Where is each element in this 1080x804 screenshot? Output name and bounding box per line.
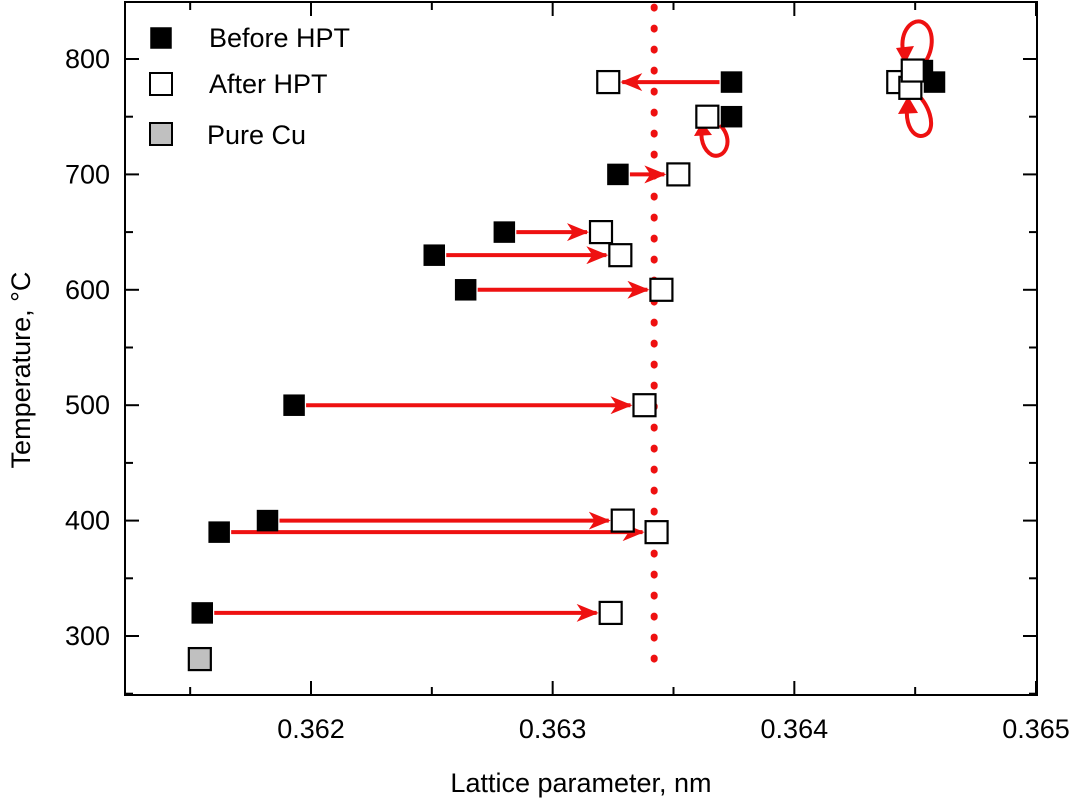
legend-marker-pure bbox=[149, 122, 173, 146]
legend-label-pure: Pure Cu bbox=[207, 120, 306, 150]
point-before-hpt bbox=[493, 221, 516, 243]
point-after-hpt bbox=[666, 162, 691, 187]
curved-arrow-upper bbox=[900, 19, 934, 64]
point-before-hpt bbox=[283, 394, 305, 416]
point-before-hpt bbox=[454, 279, 477, 301]
y-tick-label: 500 bbox=[65, 390, 110, 420]
y-tick-label: 300 bbox=[65, 621, 110, 651]
curved-arrow-upper-head bbox=[896, 46, 914, 64]
y-axis: 300 400 500 600 700 800 bbox=[65, 44, 1037, 695]
y-axis-label: Temperature, °C bbox=[6, 272, 36, 469]
arrow-layer bbox=[214, 73, 720, 622]
point-pure-cu bbox=[187, 646, 212, 672]
y-tick-label: 800 bbox=[65, 44, 110, 74]
point-after-hpt bbox=[608, 243, 633, 268]
x-axis: 0.362 0.363 0.364 0.365 bbox=[189, 2, 1070, 744]
point-before-hpt bbox=[191, 602, 213, 624]
marker-layer bbox=[187, 58, 946, 672]
point-after-hpt bbox=[596, 69, 621, 95]
point-after-hpt bbox=[598, 600, 623, 626]
x-tick-label: 0.363 bbox=[519, 714, 587, 744]
point-after-hpt bbox=[649, 277, 674, 302]
y-tick-label: 700 bbox=[65, 159, 110, 189]
legend-marker-after bbox=[149, 72, 173, 96]
plot-frame bbox=[124, 1, 1038, 696]
curved-arrow-750 bbox=[699, 123, 730, 158]
y-tick-label: 600 bbox=[65, 275, 110, 305]
x-tick-label: 0.362 bbox=[277, 714, 345, 744]
point-before-hpt bbox=[923, 71, 946, 93]
curved-arrow-lower bbox=[904, 90, 934, 138]
legend-label-after: After HPT bbox=[209, 69, 328, 99]
point-after-hpt bbox=[695, 104, 720, 129]
point-after-hpt bbox=[588, 220, 614, 245]
point-before-hpt bbox=[607, 163, 629, 186]
legend: Before HPT After HPT Pure Cu bbox=[149, 23, 350, 150]
x-tick-label: 0.364 bbox=[761, 714, 829, 744]
point-after-hpt bbox=[632, 393, 657, 418]
legend-marker-before bbox=[150, 27, 172, 49]
point-before-hpt bbox=[208, 521, 230, 543]
point-before-hpt bbox=[720, 105, 743, 128]
point-before-hpt bbox=[423, 244, 445, 266]
y-tick-label: 400 bbox=[65, 506, 110, 536]
point-after-hpt bbox=[610, 508, 635, 533]
point-after-hpt bbox=[900, 58, 925, 83]
x-axis-label: Lattice parameter, nm bbox=[450, 768, 711, 798]
point-after-hpt bbox=[644, 520, 669, 545]
x-tick-label: 0.365 bbox=[1002, 714, 1070, 744]
point-before-hpt bbox=[256, 509, 279, 532]
curved-arrow-750-head bbox=[694, 122, 712, 136]
curved-arrow-layer bbox=[694, 19, 934, 158]
curved-arrow-lower-head bbox=[898, 96, 918, 114]
point-before-hpt bbox=[720, 71, 743, 93]
legend-label-before: Before HPT bbox=[209, 23, 350, 53]
